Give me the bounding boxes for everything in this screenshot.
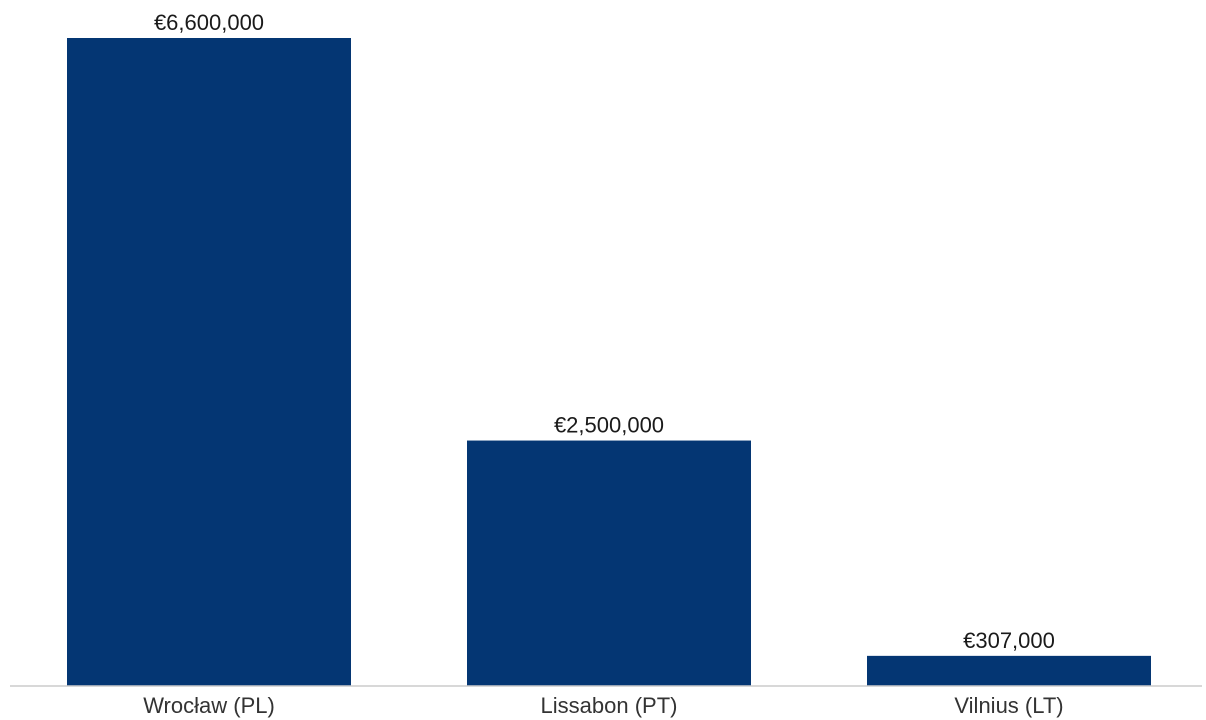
bars-layer	[67, 38, 1151, 686]
bar-value-label-2: €2,500,000	[554, 413, 664, 438]
category-label-3: Vilnius (LT)	[954, 693, 1063, 718]
bar-value-label-1: €6,600,000	[154, 10, 264, 35]
bar-1	[67, 38, 351, 686]
category-label-1: Wrocław (PL)	[143, 693, 275, 718]
bar-3	[867, 655, 1151, 686]
category-label-2: Lissabon (PT)	[541, 693, 678, 718]
bar-value-label-3: €307,000	[963, 628, 1055, 653]
labels-layer: €6,600,000 Wrocław (PL) €2,500,000 Lissabon…	[143, 10, 1063, 718]
bar-2	[467, 440, 751, 686]
